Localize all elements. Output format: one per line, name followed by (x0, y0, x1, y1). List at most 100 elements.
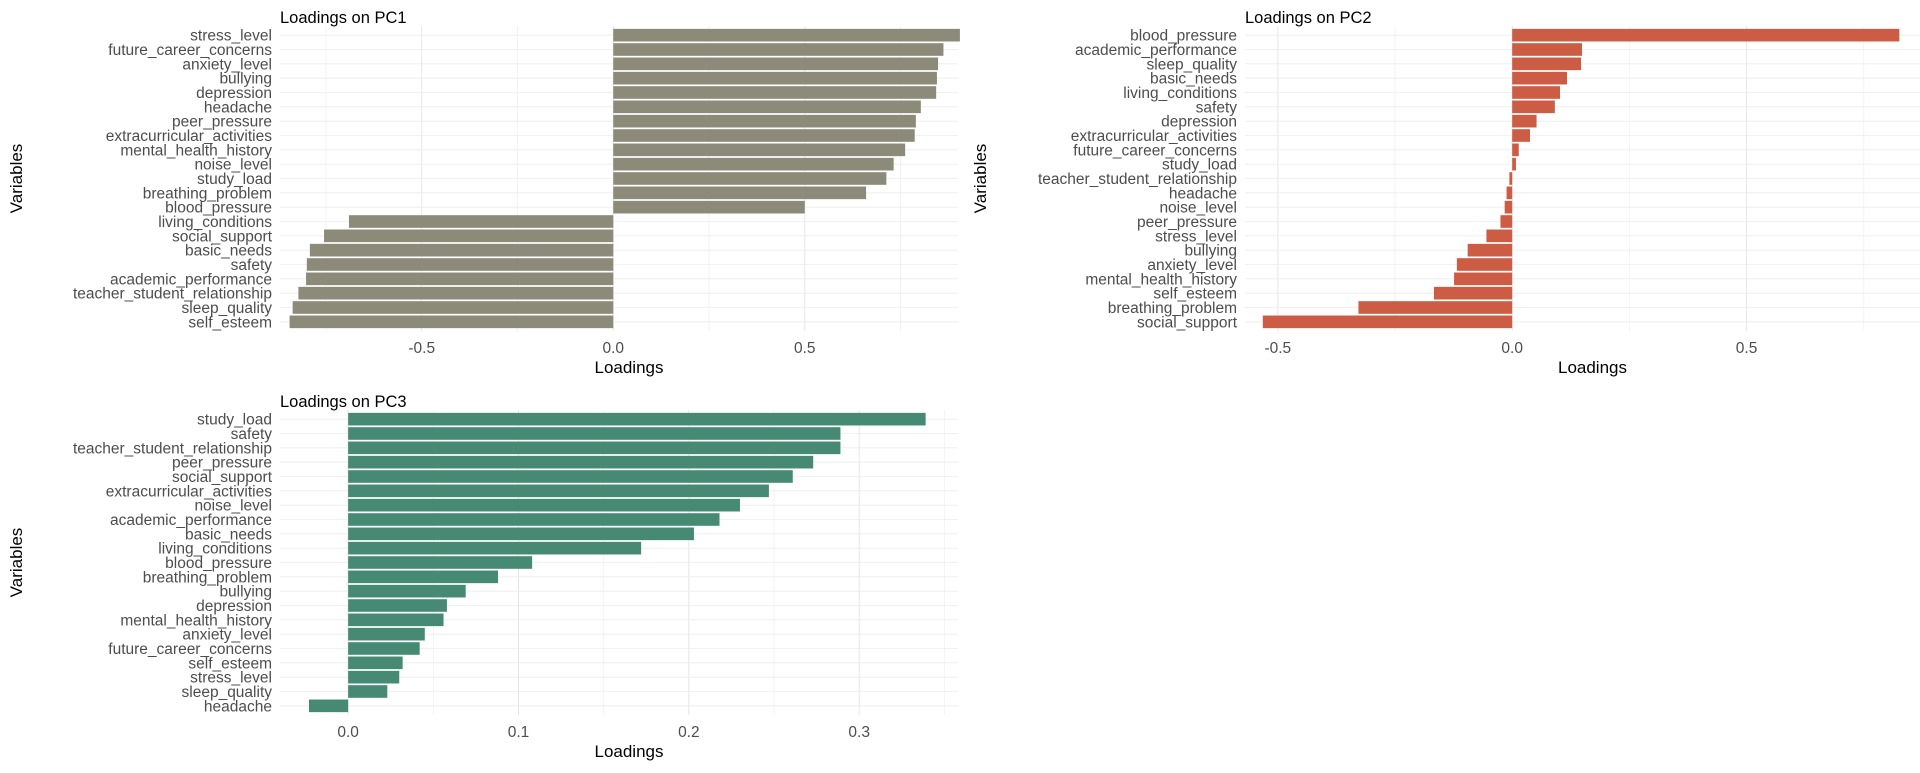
y-tick-label: basic_needs (185, 526, 272, 543)
bar-depression (613, 86, 937, 99)
y-tick-label: teacher_student_relationship (73, 286, 272, 303)
bar-stress_level (1486, 229, 1513, 243)
bar-mental_health_history (348, 613, 444, 627)
y-tick-label: extracurricular_activities (106, 483, 272, 500)
x-tick-label: 0.2 (678, 724, 700, 741)
bar-study_load (1512, 157, 1516, 171)
bar-anxiety_level (613, 57, 939, 71)
y-tick-label: teacher_student_relationship (73, 440, 272, 457)
y-tick-label: headache (204, 698, 272, 715)
y-tick-label: breathing_problem (143, 569, 272, 586)
bar-blood_pressure (613, 200, 805, 214)
y-tick-label: safety (1196, 99, 1238, 116)
x-tick-label: 0.0 (1501, 340, 1523, 357)
bar-self_esteem (348, 656, 403, 670)
chart-panel-2: blood_pressureacademic_performancesleep_… (971, 9, 1920, 377)
bar-breathing_problem (613, 186, 867, 200)
y-tick-label: stress_level (190, 670, 272, 687)
y-tick-label: blood_pressure (165, 555, 272, 572)
bar-stress_level (613, 28, 960, 42)
bar-future_career_concerns (613, 43, 944, 56)
y-tick-label: safety (231, 426, 273, 443)
bar-study_load (348, 412, 926, 426)
bar-blood_pressure (348, 556, 533, 569)
y-axis-label: Variables (971, 144, 990, 214)
y-tick-label: future_career_concerns (1073, 142, 1237, 159)
bar-self_esteem (289, 315, 614, 329)
bar-basic_needs (348, 527, 694, 541)
y-tick-label: future_career_concerns (108, 42, 272, 59)
y-tick-label: sleep_quality (182, 300, 273, 317)
y-axis-label: Variables (7, 144, 26, 214)
y-tick-label: future_career_concerns (108, 641, 272, 658)
x-tick-label: 0.0 (602, 340, 624, 357)
bar-depression (348, 599, 447, 612)
bar-social_support (348, 470, 793, 483)
bar-future_career_concerns (1512, 143, 1519, 157)
y-tick-label: sleep_quality (182, 684, 273, 701)
bar-safety (306, 258, 614, 271)
bar-anxiety_level (348, 627, 425, 641)
y-tick-label: living_conditions (158, 541, 272, 558)
bar-social_support (324, 229, 614, 243)
x-axis-label: Loadings (1558, 358, 1627, 377)
y-tick-label: mental_health_history (120, 612, 272, 629)
chart-title: Loadings on PC1 (280, 9, 407, 27)
bar-noise_level (1504, 200, 1513, 214)
y-tick-label: extracurricular_activities (1071, 128, 1237, 145)
y-tick-label: blood_pressure (165, 200, 272, 217)
bar-social_support (1262, 315, 1513, 329)
bar-peer_pressure (348, 455, 814, 469)
chart-panel-3: study_loadsafetyteacher_student_relation… (7, 393, 958, 761)
bar-safety (1512, 100, 1555, 114)
y-tick-label: study_load (197, 171, 272, 188)
bar-breathing_problem (348, 570, 499, 584)
y-tick-label: self_esteem (188, 314, 272, 331)
bar-living_conditions (348, 215, 614, 228)
y-tick-label: bullying (1184, 243, 1237, 260)
bar-bullying (613, 71, 937, 85)
y-tick-label: self_esteem (1153, 286, 1237, 303)
y-tick-label: blood_pressure (1130, 28, 1237, 45)
y-tick-label: social_support (172, 469, 273, 486)
y-tick-label: sleep_quality (1147, 56, 1238, 73)
y-tick-label: safety (231, 257, 273, 274)
bar-peer_pressure (613, 114, 916, 128)
y-tick-label: mental_health_history (1085, 271, 1237, 288)
bar-bullying (1467, 243, 1513, 257)
x-tick-label: 0.0 (337, 724, 359, 741)
bar-basic_needs (309, 243, 614, 257)
y-tick-label: anxiety_level (182, 56, 272, 73)
x-tick-label: -0.5 (408, 340, 435, 357)
y-tick-label: headache (204, 99, 272, 116)
y-tick-label: peer_pressure (1137, 214, 1237, 231)
bar-mental_health_history (613, 143, 906, 157)
x-tick-label: 0.5 (1736, 340, 1758, 357)
y-tick-label: social_support (1137, 314, 1238, 331)
bar-basic_needs (1512, 71, 1568, 85)
bar-extracurricular_activities (348, 484, 769, 498)
bar-stress_level (348, 670, 400, 684)
y-tick-label: teacher_student_relationship (1038, 171, 1237, 188)
bar-blood_pressure (1512, 28, 1900, 42)
y-tick-label: peer_pressure (172, 455, 272, 472)
bar-teacher_student_relationship (298, 286, 614, 300)
y-tick-label: breathing_problem (143, 185, 272, 202)
x-axis-label: Loadings (594, 358, 663, 377)
chart-panel-1: stress_levelfuture_career_concernsanxiet… (7, 9, 960, 377)
bar-noise_level (613, 157, 894, 171)
y-tick-label: anxiety_level (1147, 257, 1237, 274)
x-tick-label: 0.3 (848, 724, 870, 741)
bar-headache (308, 699, 349, 713)
y-tick-label: stress_level (1155, 228, 1237, 245)
bar-peer_pressure (1500, 215, 1513, 228)
x-tick-label: 0.1 (508, 724, 530, 741)
y-tick-label: academic_performance (110, 271, 272, 288)
x-tick-label: -0.5 (1264, 340, 1291, 357)
bar-academic_performance (1512, 43, 1583, 56)
y-tick-label: study_load (197, 412, 272, 429)
y-tick-label: peer_pressure (172, 114, 272, 131)
y-tick-label: academic_performance (110, 512, 272, 529)
